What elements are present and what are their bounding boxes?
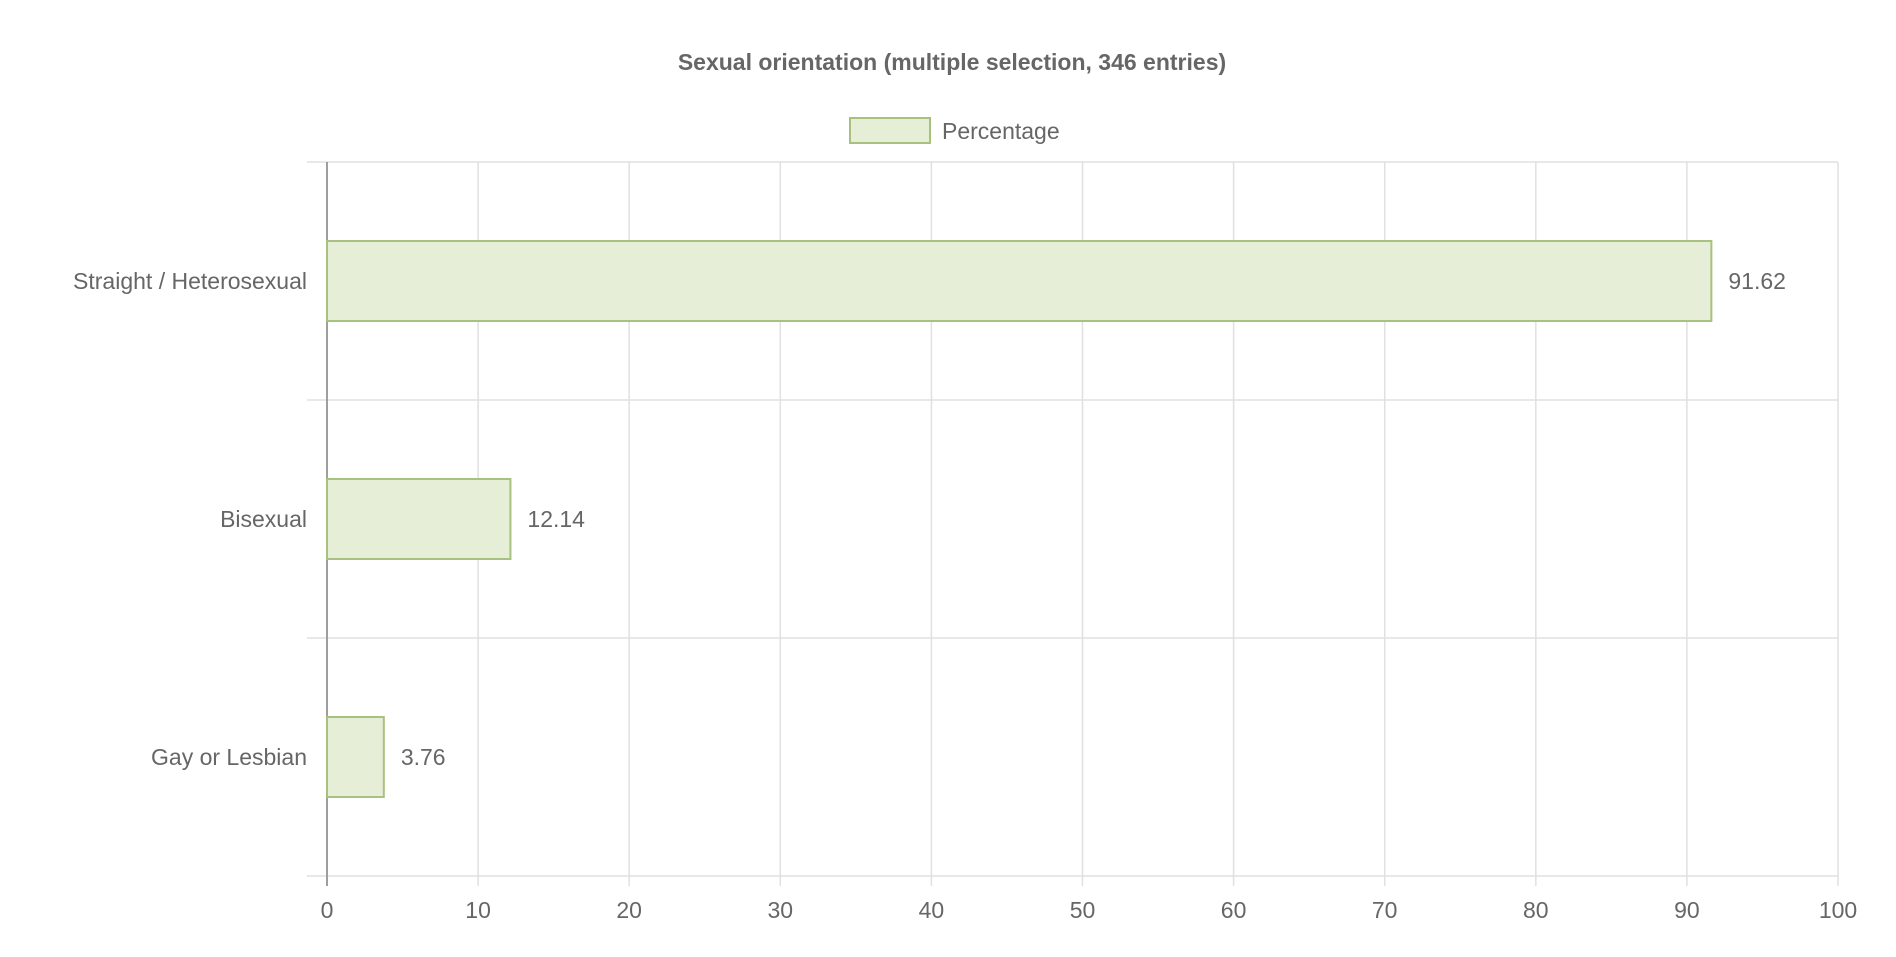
bar[interactable] (326, 716, 385, 798)
x-tick-label: 20 (616, 897, 642, 923)
x-tick-label: 90 (1674, 897, 1700, 923)
x-tick-label: 0 (321, 897, 334, 923)
x-tick-label: 30 (768, 897, 794, 923)
legend-label: Percentage (942, 118, 1060, 144)
bar-value-label: 12.14 (527, 506, 585, 532)
x-tick-label: 60 (1221, 897, 1247, 923)
labels: 0 10 20 30 40 50 60 70 80 90 100 Straight / Heteros… (73, 268, 1857, 923)
chart-title: Sexual orientation (multiple selection, … (678, 49, 1226, 75)
x-tick-label: 40 (919, 897, 945, 923)
bar[interactable] (326, 478, 512, 560)
bar-value-label: 91.62 (1728, 268, 1786, 294)
bar[interactable] (326, 240, 1713, 322)
legend[interactable]: Percentage (849, 117, 1060, 144)
x-tick-label: 100 (1819, 897, 1857, 923)
bars (326, 240, 1713, 798)
x-tick-label: 10 (465, 897, 491, 923)
x-tick-label: 50 (1070, 897, 1096, 923)
x-tick-label: 70 (1372, 897, 1398, 923)
y-category-label: Straight / Heterosexual (73, 268, 307, 294)
y-category-label: Gay or Lesbian (151, 744, 307, 770)
x-tick-label: 80 (1523, 897, 1549, 923)
y-category-label: Bisexual (220, 506, 307, 532)
legend-swatch (849, 117, 931, 144)
bar-value-label: 3.76 (401, 744, 446, 770)
